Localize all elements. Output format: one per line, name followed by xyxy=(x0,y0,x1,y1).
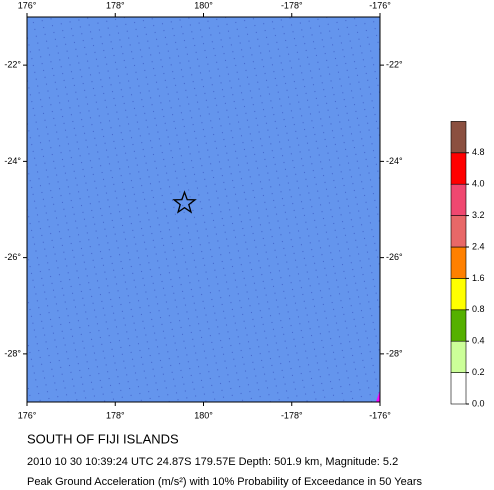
y-tick-label: -28° xyxy=(4,348,21,358)
x-tick-label: 180° xyxy=(194,410,213,420)
colorbar-segment xyxy=(450,309,467,342)
colorbar-segment xyxy=(450,278,467,311)
colorbar-label: 2.4 xyxy=(472,241,485,251)
colorbar-segment xyxy=(450,340,467,373)
y-tick-label: -26° xyxy=(4,252,21,262)
epicenter-star xyxy=(172,190,197,214)
y-tick-label: -24° xyxy=(4,156,21,166)
colorbar-segment xyxy=(450,121,467,154)
caption: Peak Ground Acceleration (m/s²) with 10%… xyxy=(27,476,422,488)
colorbar-label: 1.6 xyxy=(472,273,485,283)
x-tick-label: 178° xyxy=(106,410,125,420)
y-tick-label: -28° xyxy=(386,348,403,358)
colorbar-segment xyxy=(450,183,467,216)
colorbar-label: 0.0 xyxy=(472,398,485,408)
high-hazard-spot xyxy=(376,390,380,402)
colorbar-segment xyxy=(450,152,467,185)
colorbar-label: 0.4 xyxy=(472,336,485,346)
y-tick-label: -24° xyxy=(386,156,403,166)
map: 176° 176° 178° 178° 180° 180° -178° -178° -176° -… xyxy=(4,0,484,420)
x-tick-label: 176° xyxy=(18,410,37,420)
colorbar-segment xyxy=(450,372,467,405)
x-tick-label: -178° xyxy=(281,0,303,10)
x-tick-label: 176° xyxy=(18,0,37,10)
x-tick-label: 180° xyxy=(194,0,213,10)
x-tick-label: 178° xyxy=(106,0,125,10)
colorbar-segment xyxy=(450,246,467,279)
ocean-texture xyxy=(27,17,380,402)
x-tick-label: -176° xyxy=(369,410,391,420)
colorbar-label: 0.2 xyxy=(472,367,485,377)
x-tick-label: -178° xyxy=(281,410,303,420)
map-title: SOUTH OF FIJI ISLANDS xyxy=(27,431,179,446)
x-tick-label: -176° xyxy=(369,0,391,10)
colorbar-label: 4.0 xyxy=(472,179,485,189)
colorbar-label: 0.8 xyxy=(472,304,485,314)
event-info: 2010 10 30 10:39:24 UTC 24.87S 179.57E D… xyxy=(27,456,398,468)
colorbar-label: 4.8 xyxy=(472,147,485,157)
y-tick-label: -22° xyxy=(386,60,403,70)
colorbar-label: 3.2 xyxy=(472,210,485,220)
colorbar-segment xyxy=(450,215,467,248)
y-tick-label: -22° xyxy=(4,60,21,70)
y-tick-label: -26° xyxy=(386,252,403,262)
